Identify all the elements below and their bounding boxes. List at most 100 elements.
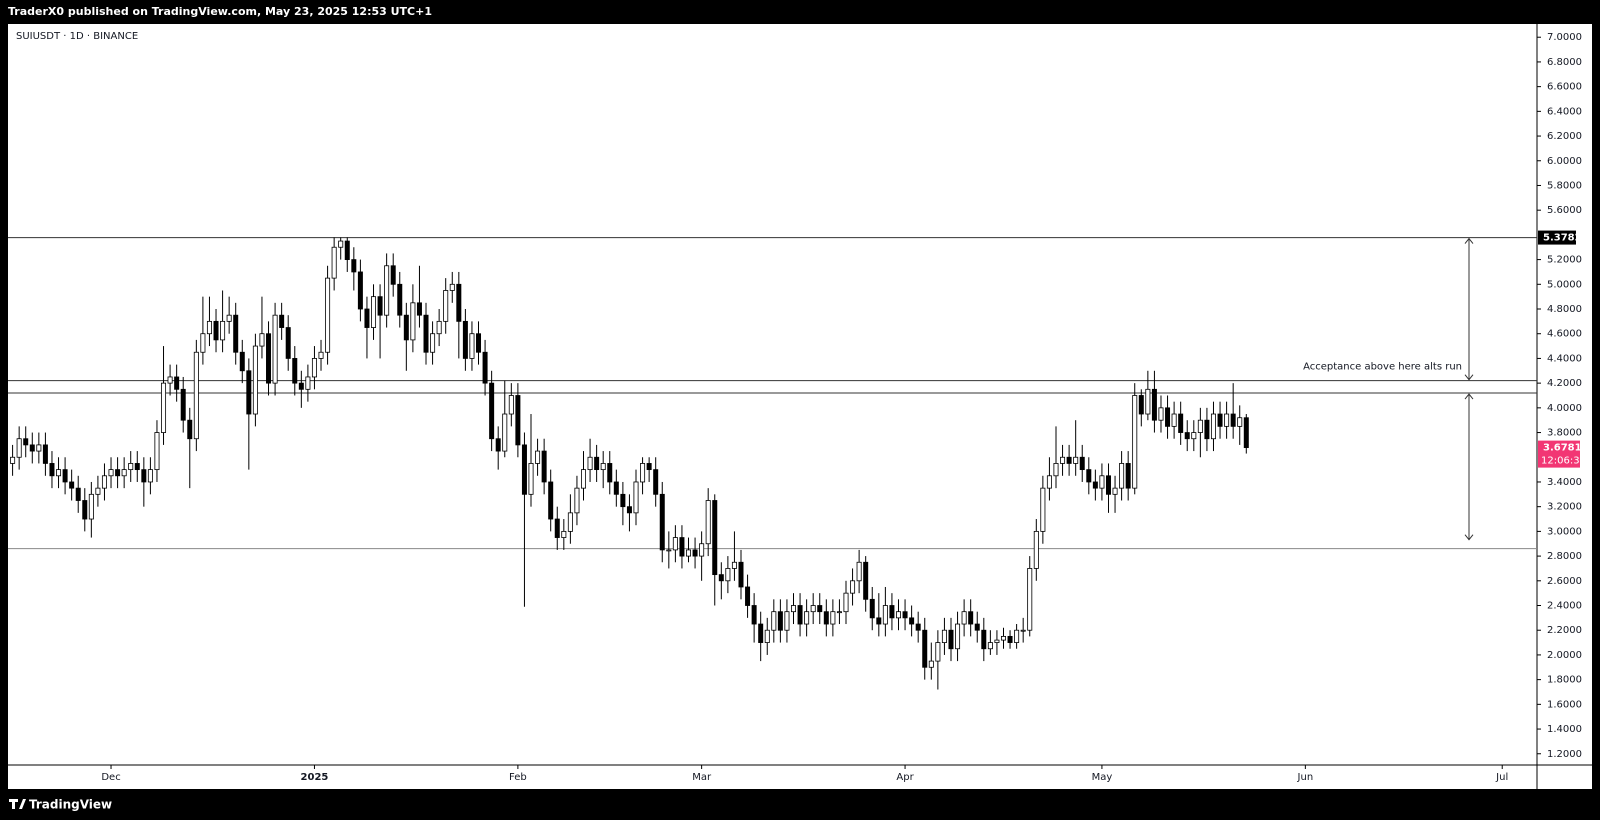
candle-body [1027,568,1033,631]
candle [449,271,455,303]
candle [502,380,508,458]
candle [771,599,777,643]
candle-body [403,314,409,341]
candle-body [699,543,705,557]
candle-body [371,296,377,328]
candle-body [167,376,173,384]
candle-body [876,617,882,625]
candle [843,580,849,625]
candle-body [1204,419,1210,440]
y-tick-label: 3.8000 [1547,428,1582,439]
candle-body [738,561,744,588]
candle-body [581,469,587,489]
candle-body [1197,419,1203,433]
candle-body [1020,629,1026,632]
candle [646,457,652,482]
candle [810,593,816,625]
candle [1165,395,1171,439]
y-tick-label: 2.6000 [1547,576,1582,587]
candle [23,426,29,458]
candle [1217,401,1223,439]
candle-body [239,351,245,372]
candle [318,339,324,371]
candle-body [955,623,961,650]
candle [1184,420,1190,452]
candle [141,457,147,507]
candle-body [567,512,573,532]
candle-body [1184,432,1190,440]
candle-body [1132,395,1138,489]
candle-body [292,358,298,384]
candle [272,302,278,396]
candle [1178,401,1184,445]
candle [266,321,272,396]
candle [548,469,554,532]
y-tick-label: 6.4000 [1547,106,1582,117]
candle-body [745,586,751,606]
candle-body [502,413,508,452]
candle [193,339,199,452]
candle-body [981,629,987,650]
y-tick-label: 1.4000 [1547,724,1582,735]
candle-body [49,463,55,477]
candle-body [909,617,915,625]
candle [961,599,967,637]
candle [600,451,606,489]
candle [1145,370,1151,421]
candle-body [574,487,580,514]
candle-body [790,605,796,613]
y-tick-label: 2.8000 [1547,551,1582,562]
candle [436,309,442,347]
candle-body [521,444,527,495]
candle [147,457,153,495]
candle-body [456,283,462,322]
candle-body [640,463,646,483]
candle-body [476,333,482,353]
y-tick-label: 4.8000 [1547,304,1582,315]
candle-body [1014,629,1020,643]
candle [613,469,619,507]
candle [981,617,987,662]
candle-body [1053,463,1059,477]
candle-body [672,537,678,551]
candle-body [180,388,186,421]
candle-body [364,308,370,328]
candle-body [712,500,718,576]
candle [1020,617,1026,643]
candle-body [23,438,29,446]
candle-body [430,333,436,353]
candle [804,599,810,637]
candle-body [416,302,422,316]
candle-body [56,469,62,477]
candle [351,247,357,291]
candle [384,253,390,328]
y-tick-label: 6.8000 [1547,57,1582,68]
candle [161,346,167,445]
candle-body [1073,456,1079,464]
candle [371,284,377,340]
candle [305,364,311,402]
candle-body [1105,475,1111,495]
candle-body [705,500,711,545]
candle [239,339,245,384]
candle-body [36,444,42,452]
candle-body [1138,395,1144,415]
candle-body [16,438,22,458]
candle-body [902,611,908,619]
candle-body [922,629,928,668]
candle [338,237,344,260]
candle [528,414,534,507]
y-tick-label: 2.0000 [1547,650,1582,661]
candle-body [1119,463,1125,489]
x-tick-label: Mar [692,772,712,783]
candle-body [994,639,1000,643]
candle [633,469,639,526]
candle [823,599,829,637]
candle-body [758,623,764,643]
candle [75,475,81,513]
candle-body [220,320,226,341]
candle [154,420,160,482]
candle-body [187,419,193,440]
candle-body [1086,469,1092,483]
candle [1197,407,1203,458]
